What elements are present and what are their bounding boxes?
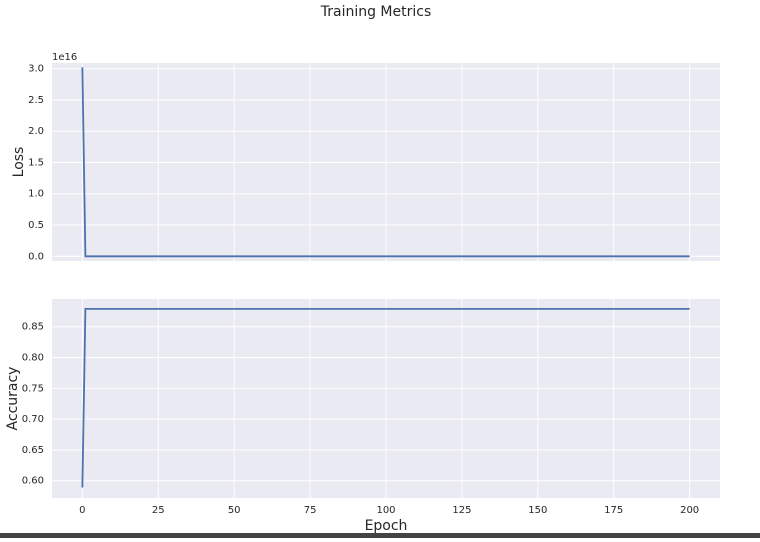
x-axis-label: Epoch <box>365 518 408 534</box>
x-tick-label: 125 <box>452 505 471 516</box>
offset-label: 1e16 <box>52 52 77 63</box>
y-tick-label: 3.0 <box>28 64 44 75</box>
y-tick-label: 0.85 <box>22 322 44 333</box>
y-tick-label: 0.5 <box>28 220 44 231</box>
x-tick-label: 100 <box>376 505 395 516</box>
y-axis-label: Loss <box>11 147 27 178</box>
y-tick-label: 2.5 <box>28 95 44 106</box>
y-axis-label: Accuracy <box>5 367 21 431</box>
y-tick-label: 0.0 <box>28 251 44 262</box>
x-tick-label: 75 <box>304 505 317 516</box>
chart-title: Training Metrics <box>320 4 432 20</box>
x-tick-label: 0 <box>79 505 85 516</box>
x-tick-label: 50 <box>228 505 241 516</box>
line <box>81 307 690 488</box>
y-tick-label: 0.80 <box>22 353 44 364</box>
y-tick-label: 1.5 <box>28 157 44 168</box>
y-tick-label: 0.65 <box>22 445 44 456</box>
x-tick-label: 25 <box>152 505 165 516</box>
y-tick-label: 0.75 <box>22 383 44 394</box>
x-tick-label: 175 <box>604 505 623 516</box>
line <box>81 67 690 258</box>
y-tick-label: 0.70 <box>22 414 44 425</box>
y-tick-label: 0.60 <box>22 476 44 487</box>
x-tick-label: 200 <box>680 505 699 516</box>
y-tick-label: 1.0 <box>28 189 44 200</box>
x-tick-label: 150 <box>528 505 547 516</box>
bottom-bar <box>0 533 760 538</box>
y-tick-label: 2.0 <box>28 126 44 137</box>
